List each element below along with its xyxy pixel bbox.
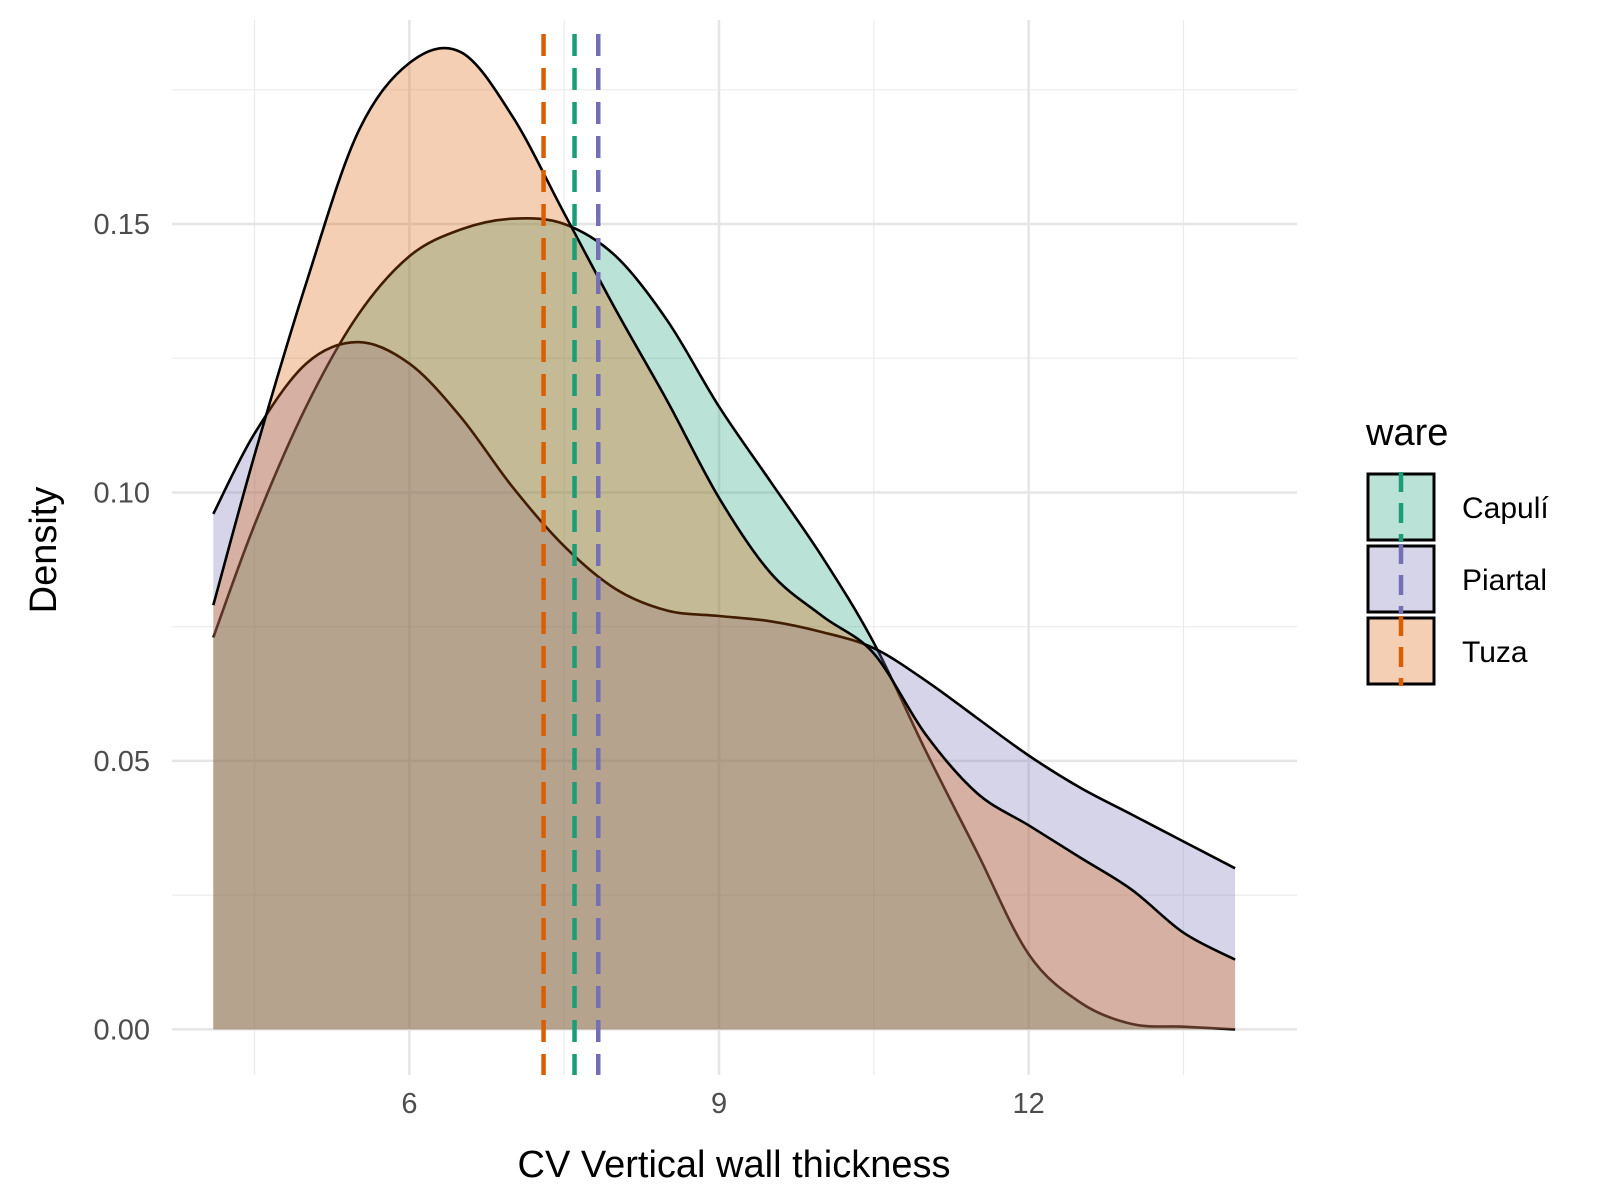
density-area-piartal [213,342,1236,1030]
density-area-capul [213,218,1236,1030]
legend-label-piartal: Piartal [1462,564,1547,597]
y-axis-title: Density [23,487,65,614]
density-curve-tuza [212,46,1236,961]
density-curve-capul [212,216,1236,1031]
y-tick-label: 0.15 [94,209,150,241]
y-axis-tick-labels: 0.00 0.05 0.10 0.15 [94,209,150,1046]
legend-item-capul: Capulí [1366,472,1549,542]
x-axis-tick-labels: 6 9 12 [401,1088,1044,1120]
x-tick-label: 9 [711,1088,727,1120]
y-tick-label: 0.05 [94,746,150,778]
x-axis-title: CV Vertical wall thickness [518,1144,951,1186]
density-areas [212,46,1236,1031]
y-tick-label: 0.10 [94,477,150,509]
y-tick-label: 0.00 [94,1014,150,1046]
legend-title: ware [1365,412,1448,454]
mean-lines [541,34,601,1075]
legend: ware Capulí Piartal Tuza [1365,412,1549,686]
legend-item-piartal: Piartal [1366,544,1547,614]
legend-label-tuza: Tuza [1462,636,1528,669]
minor-gridlines [172,20,1297,1075]
x-tick-label: 6 [401,1088,417,1120]
legend-item-tuza: Tuza [1366,616,1528,686]
legend-label-capul: Capulí [1462,492,1549,525]
density-curve-piartal [212,340,1236,870]
x-tick-label: 12 [1013,1088,1045,1120]
density-area-tuza [213,48,1236,1030]
major-gridlines [172,20,1297,1075]
